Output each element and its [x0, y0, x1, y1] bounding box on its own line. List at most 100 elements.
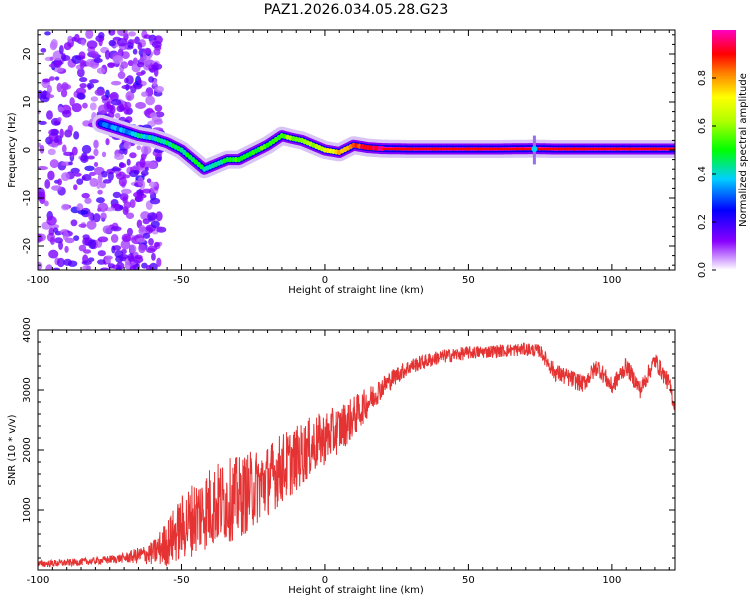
- noise-blob: [150, 220, 160, 229]
- noise-blob: [76, 92, 85, 100]
- snr-y-tick-label: 4000: [22, 317, 33, 342]
- colorbar-tick-label: 0.0: [697, 262, 708, 278]
- noise-blob: [76, 178, 84, 185]
- noise-blob: [109, 104, 116, 115]
- noise-blob: [47, 148, 56, 156]
- noise-blob: [135, 101, 147, 109]
- spectrogram-noise-field: [38, 30, 167, 270]
- noise-blob: [69, 97, 75, 107]
- noise-blob: [71, 54, 82, 64]
- noise-blob: [97, 202, 109, 213]
- noise-blob: [97, 236, 109, 243]
- noise-blob: [57, 178, 63, 186]
- noise-blob: [79, 82, 87, 89]
- noise-blob: [77, 67, 85, 78]
- noise-blob: [85, 30, 94, 39]
- spectrogram-y-tick-label: 0: [22, 147, 33, 153]
- noise-blob: [146, 264, 152, 270]
- noise-blob: [57, 106, 64, 112]
- colorbar-gradient: [712, 30, 736, 270]
- noise-blob: [146, 178, 152, 184]
- noise-blob: [88, 239, 97, 250]
- noise-blob: [136, 237, 146, 243]
- noise-blob: [46, 110, 53, 120]
- spectrogram-y-tick-label: -10: [22, 190, 33, 206]
- snr-plot-area: [38, 330, 675, 570]
- noise-blob: [67, 35, 73, 43]
- noise-blob: [80, 39, 86, 46]
- noise-blob: [121, 84, 132, 90]
- noise-blob: [61, 144, 67, 153]
- noise-blob: [143, 160, 153, 168]
- spectrogram-y-tick-label: -20: [22, 238, 33, 254]
- noise-blob: [73, 235, 80, 241]
- noise-blob: [127, 253, 135, 262]
- noise-blob: [51, 185, 62, 191]
- noise-blob: [140, 144, 152, 155]
- noise-blob: [50, 38, 58, 49]
- noise-blob: [119, 256, 127, 262]
- noise-blob: [64, 245, 69, 253]
- noise-blob: [117, 71, 126, 80]
- noise-blob: [151, 252, 156, 261]
- noise-blob: [97, 173, 103, 184]
- noise-blob: [108, 39, 116, 47]
- noise-blob: [120, 239, 131, 250]
- noise-blob: [44, 31, 51, 36]
- noise-blob: [68, 161, 73, 166]
- noise-blob: [63, 42, 72, 51]
- noise-blob: [82, 264, 92, 270]
- noise-blob: [112, 191, 121, 199]
- colorbar-tick-label: 0.6: [697, 118, 708, 134]
- noise-blob: [48, 249, 59, 259]
- spectrogram-y-tick-label: 10: [22, 96, 33, 109]
- noise-blob: [86, 220, 97, 230]
- noise-blob: [47, 170, 55, 181]
- noise-blob: [40, 47, 47, 53]
- noise-blob: [100, 212, 107, 221]
- noise-blob: [49, 56, 54, 61]
- noise-blob: [107, 62, 115, 69]
- colorbar-ticks: 0.0 0.2 0.4 0.6 0.8: [697, 70, 716, 278]
- noise-blob: [77, 210, 89, 215]
- noise-blob: [105, 89, 110, 99]
- noise-blob: [84, 197, 92, 204]
- noise-blob: [141, 91, 149, 97]
- noise-blob: [56, 82, 63, 93]
- ridge-spike-core: [531, 146, 538, 153]
- noise-blob: [128, 31, 136, 37]
- noise-blob: [90, 51, 99, 59]
- noise-blob: [63, 258, 72, 266]
- noise-blob: [155, 156, 162, 162]
- noise-blob: [73, 184, 78, 191]
- noise-blob: [95, 197, 105, 204]
- noise-blob: [74, 33, 80, 43]
- noise-blob: [38, 233, 43, 243]
- colorbar: 0.0 0.2 0.4 0.6 0.8 Normalized spectral ampl…: [697, 30, 749, 278]
- noise-blob: [63, 151, 74, 156]
- noise-blob: [143, 34, 152, 39]
- noise-blob: [148, 237, 154, 246]
- noise-blob: [117, 30, 128, 37]
- noise-blob: [79, 77, 88, 83]
- noise-blob: [54, 76, 60, 81]
- noise-blob: [57, 117, 62, 122]
- noise-blob: [125, 212, 135, 219]
- colorbar-tick-label: 0.8: [697, 70, 708, 86]
- noise-blob: [87, 155, 95, 160]
- noise-blob: [89, 177, 99, 187]
- noise-blob: [56, 257, 65, 268]
- noise-blob: [112, 55, 124, 64]
- noise-blob: [136, 189, 144, 194]
- noise-blob: [61, 82, 69, 91]
- noise-blob: [52, 267, 61, 270]
- noise-blob: [118, 176, 127, 187]
- noise-blob: [132, 48, 138, 55]
- noise-blob: [97, 250, 106, 257]
- noise-blob: [73, 131, 80, 140]
- noise-blob: [107, 171, 114, 181]
- snr-series: [38, 342, 675, 568]
- noise-blob: [110, 234, 119, 243]
